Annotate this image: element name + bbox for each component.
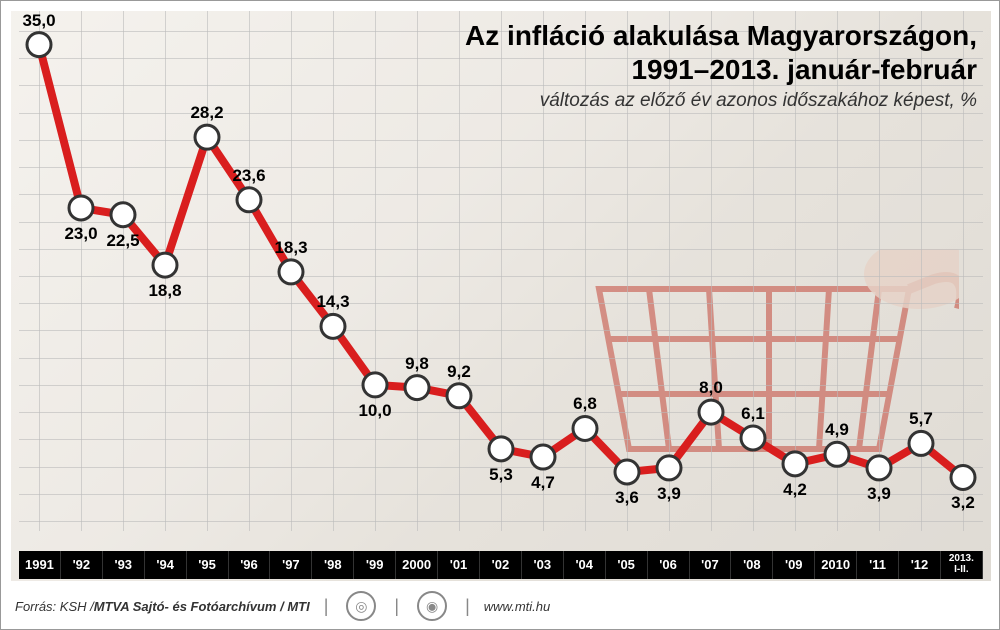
x-axis-label: '96: [229, 551, 271, 579]
data-value-label: 23,0: [64, 224, 97, 244]
x-axis-label: '98: [312, 551, 354, 579]
data-value-label: 4,2: [783, 480, 807, 500]
chart-container: Az infláció alakulása Magyarországon, 19…: [0, 0, 1000, 630]
data-marker: [237, 188, 261, 212]
data-marker: [741, 426, 765, 450]
data-value-label: 8,0: [699, 378, 723, 398]
x-axis-label: '94: [145, 551, 187, 579]
data-marker: [573, 416, 597, 440]
data-marker: [699, 400, 723, 424]
chart-title-box: Az infláció alakulása Magyarországon, 19…: [465, 19, 977, 112]
data-value-label: 18,8: [148, 281, 181, 301]
data-value-label: 4,9: [825, 420, 849, 440]
mti-logo-1-icon: ◎: [346, 591, 376, 621]
data-value-label: 6,8: [573, 394, 597, 414]
x-axis-band: 1991'92'93'94'95'96'97'98'992000'01'02'0…: [19, 551, 983, 579]
data-value-label: 3,2: [951, 493, 975, 513]
data-marker: [909, 431, 933, 455]
data-value-label: 22,5: [106, 231, 139, 251]
data-marker: [195, 125, 219, 149]
x-axis-label: '01: [438, 551, 480, 579]
data-marker: [825, 442, 849, 466]
data-value-label: 10,0: [358, 401, 391, 421]
data-value-label: 18,3: [274, 238, 307, 258]
x-axis-label: '03: [522, 551, 564, 579]
data-marker: [69, 196, 93, 220]
x-axis-label: 2013.I-II.: [941, 551, 983, 579]
data-value-label: 3,9: [867, 484, 891, 504]
data-value-label: 9,2: [447, 362, 471, 382]
data-marker: [405, 376, 429, 400]
data-marker: [153, 253, 177, 277]
x-axis-label: '02: [480, 551, 522, 579]
footer-sep-3: |: [465, 596, 470, 617]
x-axis-label: '06: [648, 551, 690, 579]
data-value-label: 23,6: [232, 166, 265, 186]
x-axis-label: '08: [731, 551, 773, 579]
mti-logo-2-icon: ◉: [417, 591, 447, 621]
x-axis-label: '99: [354, 551, 396, 579]
x-axis-label: '95: [187, 551, 229, 579]
data-value-label: 4,7: [531, 473, 555, 493]
data-marker: [615, 460, 639, 484]
data-marker: [951, 465, 975, 489]
source-bold: MTVA Sajtó- és Fotóarchívum / MTI: [94, 599, 310, 614]
data-marker: [111, 203, 135, 227]
chart-title-line2: 1991–2013. január-február: [465, 53, 977, 87]
data-marker: [489, 437, 513, 461]
data-value-label: 3,6: [615, 488, 639, 508]
chart-footer: Forrás: KSH / MTVA Sajtó- és Fotóarchívu…: [15, 591, 987, 621]
data-marker: [279, 260, 303, 284]
data-marker: [363, 373, 387, 397]
chart-title-line1: Az infláció alakulása Magyarországon,: [465, 19, 977, 53]
data-value-label: 5,3: [489, 465, 513, 485]
x-axis-label: '97: [270, 551, 312, 579]
data-value-label: 14,3: [316, 292, 349, 312]
x-axis-label: '92: [61, 551, 103, 579]
x-axis-label: 2000: [396, 551, 438, 579]
data-marker: [657, 456, 681, 480]
data-value-label: 35,0: [22, 11, 55, 31]
x-axis-label: 1991: [19, 551, 61, 579]
data-marker: [447, 384, 471, 408]
data-marker: [867, 456, 891, 480]
x-axis-label: 2010: [815, 551, 857, 579]
data-marker: [783, 452, 807, 476]
footer-url: www.mti.hu: [484, 599, 550, 614]
x-axis-label: '05: [606, 551, 648, 579]
data-value-label: 6,1: [741, 404, 765, 424]
data-value-label: 9,8: [405, 354, 429, 374]
data-marker: [531, 445, 555, 469]
x-axis-label: '04: [564, 551, 606, 579]
x-axis-label: '93: [103, 551, 145, 579]
x-axis-label: '11: [857, 551, 899, 579]
data-value-label: 28,2: [190, 103, 223, 123]
chart-subtitle: változás az előző év azonos időszakához …: [465, 90, 977, 112]
data-value-label: 5,7: [909, 409, 933, 429]
footer-sep-2: |: [394, 596, 399, 617]
x-axis-label: '12: [899, 551, 941, 579]
data-marker: [321, 314, 345, 338]
data-marker: [27, 33, 51, 57]
source-prefix: Forrás: KSH /: [15, 599, 94, 614]
footer-sep-1: |: [324, 596, 329, 617]
x-axis-label: '07: [690, 551, 732, 579]
x-axis-label: '09: [773, 551, 815, 579]
data-value-label: 3,9: [657, 484, 681, 504]
